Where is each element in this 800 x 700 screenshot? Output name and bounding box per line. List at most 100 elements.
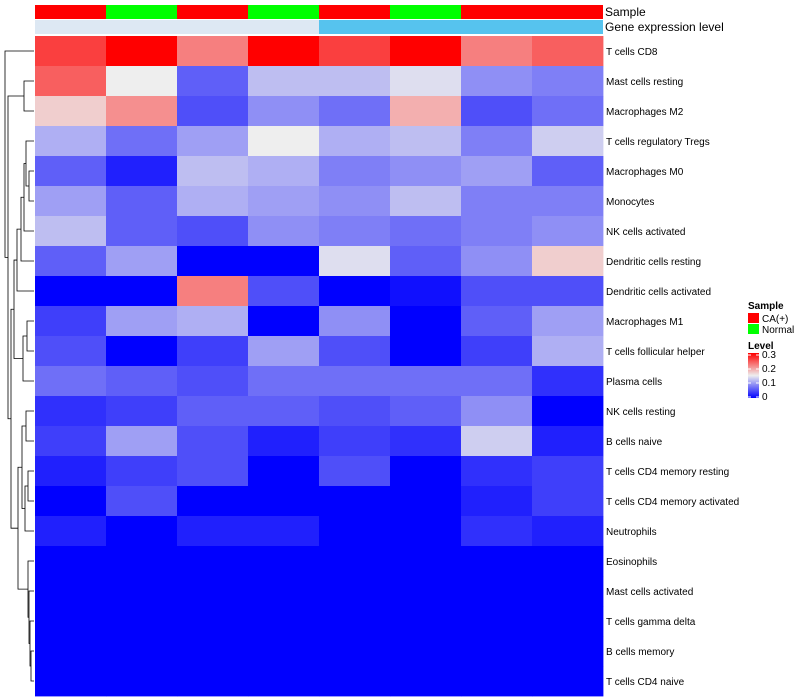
heatmap-cell bbox=[390, 36, 462, 67]
heatmap-cell bbox=[177, 216, 249, 247]
heatmap-cell bbox=[248, 396, 320, 427]
dendrogram-link bbox=[27, 470, 34, 502]
heatmap-cell bbox=[106, 216, 178, 247]
heatmap-cell bbox=[390, 366, 462, 397]
heatmap-cell bbox=[106, 456, 178, 487]
heatmap-cell bbox=[248, 306, 320, 337]
heatmap-cell bbox=[461, 516, 533, 547]
heatmap-cell bbox=[248, 336, 320, 367]
row-label: Dendritic cells activated bbox=[606, 287, 711, 298]
heatmap-cell bbox=[106, 336, 178, 367]
heatmap-cell bbox=[106, 366, 178, 397]
heatmap-cell bbox=[390, 186, 462, 217]
heatmap-cell bbox=[35, 576, 107, 607]
row-label: T cells follicular helper bbox=[606, 347, 705, 358]
heatmap-cell bbox=[35, 486, 107, 517]
heatmap-cell bbox=[461, 666, 533, 697]
row-label: Eosinophils bbox=[606, 557, 657, 568]
heatmap-cell bbox=[35, 366, 107, 397]
heatmap-cell bbox=[390, 486, 462, 517]
legend-tick-0.3: 0.3 bbox=[762, 350, 776, 361]
heatmap-cell bbox=[532, 276, 604, 307]
heatmap-cell bbox=[248, 186, 320, 217]
heatmap-cell bbox=[106, 426, 178, 457]
heatmap-cell bbox=[106, 636, 178, 667]
heatmap-cell bbox=[319, 156, 391, 187]
heatmap-cell bbox=[248, 126, 320, 157]
heatmap-cell bbox=[248, 36, 320, 67]
legend-tick-0.2: 0.2 bbox=[762, 364, 776, 375]
heatmap-cell bbox=[319, 276, 391, 307]
row-label: T cells CD8 bbox=[606, 47, 658, 58]
sample-annotation-cell bbox=[461, 5, 532, 19]
heatmap-cell bbox=[248, 516, 320, 547]
heatmap-cell bbox=[390, 126, 462, 157]
heatmap-cell bbox=[319, 606, 391, 637]
heatmap-cell bbox=[35, 426, 107, 457]
legend-level-title: Level bbox=[748, 341, 774, 352]
heatmap-cell bbox=[177, 486, 249, 517]
heatmap-cell bbox=[106, 36, 178, 67]
heatmap-cell bbox=[390, 156, 462, 187]
row-label: T cells CD4 naive bbox=[606, 677, 685, 688]
heatmap-cell bbox=[390, 576, 462, 607]
expression-annotation-cell bbox=[35, 20, 106, 34]
row-label: NK cells resting bbox=[606, 407, 675, 418]
dendrogram-link bbox=[10, 308, 18, 529]
expression-level-annotation-track bbox=[35, 20, 603, 34]
heatmap-cell bbox=[532, 156, 604, 187]
row-labels: T cells CD8 Mast cells resting Macrophages… bbox=[606, 47, 739, 688]
heatmap-cell bbox=[390, 216, 462, 247]
heatmap-cell bbox=[532, 546, 604, 577]
heatmap-cell bbox=[390, 306, 462, 337]
sample-annotation-cell bbox=[106, 5, 177, 19]
heatmap-cell bbox=[461, 576, 533, 607]
heatmap-cell bbox=[532, 456, 604, 487]
row-label: Neutrophils bbox=[606, 527, 657, 538]
heatmap-cell bbox=[319, 576, 391, 607]
heatmap-cell bbox=[390, 96, 462, 127]
sample-annotation-cell bbox=[35, 5, 106, 19]
dendrogram-link bbox=[16, 228, 34, 292]
heatmap-cell bbox=[390, 516, 462, 547]
dendrogram-link bbox=[24, 485, 34, 532]
sample-annotation-cell bbox=[248, 5, 319, 19]
heatmap-cell bbox=[319, 546, 391, 577]
heatmap-cell bbox=[177, 186, 249, 217]
heatmap-cell bbox=[319, 366, 391, 397]
heatmap-cell bbox=[177, 36, 249, 67]
row-label: T cells regulatory Tregs bbox=[606, 137, 710, 148]
heatmap-cell bbox=[532, 606, 604, 637]
heatmap-cell bbox=[532, 306, 604, 337]
heatmap-cell bbox=[35, 96, 107, 127]
sample-track-label: Sample bbox=[605, 5, 646, 19]
heatmap-cell bbox=[177, 246, 249, 277]
heatmap-cell bbox=[177, 126, 249, 157]
dendrogram-link bbox=[4, 50, 34, 258]
heatmap-cell bbox=[461, 126, 533, 157]
heatmap-cell bbox=[35, 396, 107, 427]
heatmap-cell bbox=[35, 456, 107, 487]
heatmap-cell bbox=[532, 576, 604, 607]
heatmap-cell bbox=[35, 66, 107, 97]
dendrogram-link bbox=[30, 650, 34, 682]
heatmap-cell bbox=[390, 546, 462, 577]
heatmap-cell bbox=[177, 606, 249, 637]
expression-annotation-cell bbox=[319, 20, 390, 34]
dendrogram-link bbox=[7, 95, 24, 420]
heatmap-cell bbox=[106, 666, 178, 697]
heatmap-cell bbox=[319, 666, 391, 697]
heatmap-cell bbox=[248, 546, 320, 577]
heatmap-cell bbox=[248, 636, 320, 667]
heatmap-cell bbox=[319, 456, 391, 487]
heatmap-cell bbox=[319, 216, 391, 247]
row-label: Mast cells activated bbox=[606, 587, 693, 598]
heatmap-cell bbox=[319, 336, 391, 367]
row-label: T cells CD4 memory resting bbox=[606, 467, 729, 478]
legend-tick-0: 0 bbox=[762, 392, 768, 403]
heatmap-cell bbox=[390, 246, 462, 277]
heatmap-cell bbox=[461, 456, 533, 487]
heatmap-cell bbox=[248, 246, 320, 277]
legend-label-normal: Normal bbox=[762, 325, 794, 336]
